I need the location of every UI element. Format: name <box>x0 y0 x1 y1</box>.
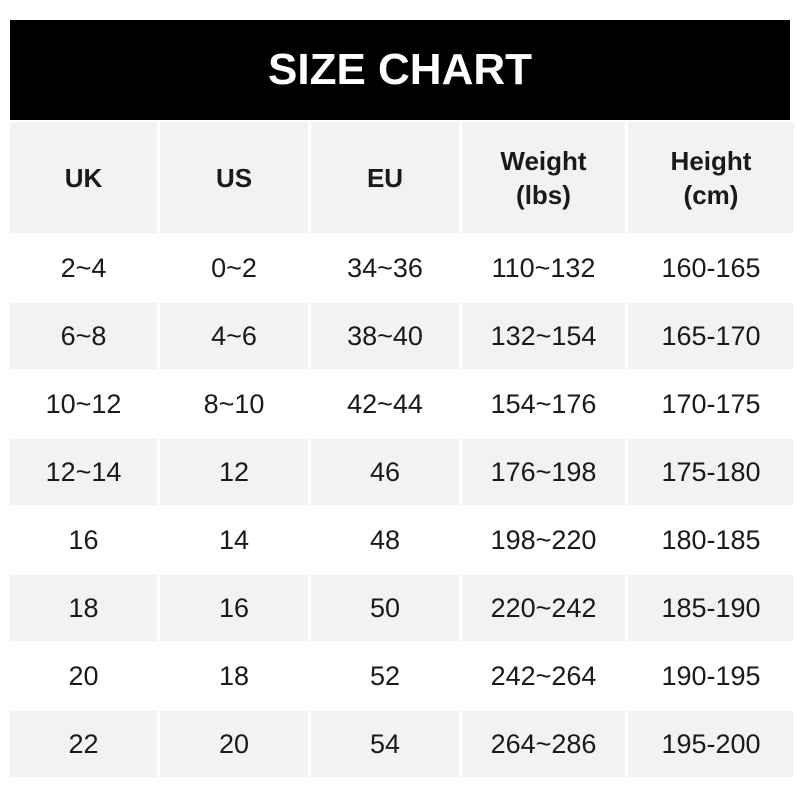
cell-eu: 54 <box>311 711 459 777</box>
cell-uk: 10~12 <box>45 388 122 419</box>
cell-us: 14 <box>218 524 250 555</box>
cell-weight: 154~176 <box>490 388 597 419</box>
cell-height: 170-175 <box>661 388 761 419</box>
cell-us: 16 <box>160 575 308 641</box>
cell-eu: 52 <box>369 660 401 691</box>
cell-height: 165-170 <box>628 303 794 369</box>
cell-eu: 34~36 <box>347 252 423 283</box>
cell-uk: 22 <box>10 711 157 777</box>
cell-us: 20 <box>160 711 308 777</box>
cell-height: 185-190 <box>628 575 794 641</box>
cell-uk: 18 <box>10 575 157 641</box>
cell-weight: 110~132 <box>491 252 596 283</box>
cell-us: 12 <box>160 439 308 505</box>
cell-uk: 2~4 <box>60 252 107 283</box>
cell-height: 180-185 <box>661 524 761 555</box>
cell-eu: 38~40 <box>311 303 459 369</box>
cell-eu: 42~44 <box>347 388 423 419</box>
cell-weight: 176~198 <box>462 439 625 505</box>
cell-weight: 242~264 <box>490 660 597 691</box>
header-weight: Weight (lbs) <box>462 122 625 233</box>
cell-uk: 16 <box>68 524 99 555</box>
size-table: UK US EU Weight (lbs) Height (cm) 2~4 0~2 34~36… <box>10 122 794 777</box>
cell-height: 175-180 <box>628 439 794 505</box>
cell-height: 195-200 <box>628 711 794 777</box>
cell-weight: 198~220 <box>490 524 597 555</box>
header-eu: EU <box>311 122 459 233</box>
cell-eu: 46 <box>311 439 459 505</box>
cell-uk: 20 <box>68 660 99 691</box>
cell-weight: 264~286 <box>462 711 625 777</box>
cell-us: 8~10 <box>203 388 265 419</box>
header-us: US <box>160 122 308 233</box>
cell-us: 18 <box>218 660 250 691</box>
cell-uk: 6~8 <box>10 303 157 369</box>
cell-height: 160-165 <box>661 252 761 283</box>
cell-eu: 48 <box>369 524 401 555</box>
size-chart-title: SIZE CHART <box>10 20 790 120</box>
cell-height: 190-195 <box>661 660 761 691</box>
cell-uk: 12~14 <box>10 439 157 505</box>
header-height: Height (cm) <box>628 122 794 233</box>
cell-weight: 132~154 <box>462 303 625 369</box>
header-uk: UK <box>10 122 157 233</box>
cell-weight: 220~242 <box>462 575 625 641</box>
cell-eu: 50 <box>311 575 459 641</box>
cell-us: 4~6 <box>160 303 308 369</box>
cell-us: 0~2 <box>211 252 257 283</box>
